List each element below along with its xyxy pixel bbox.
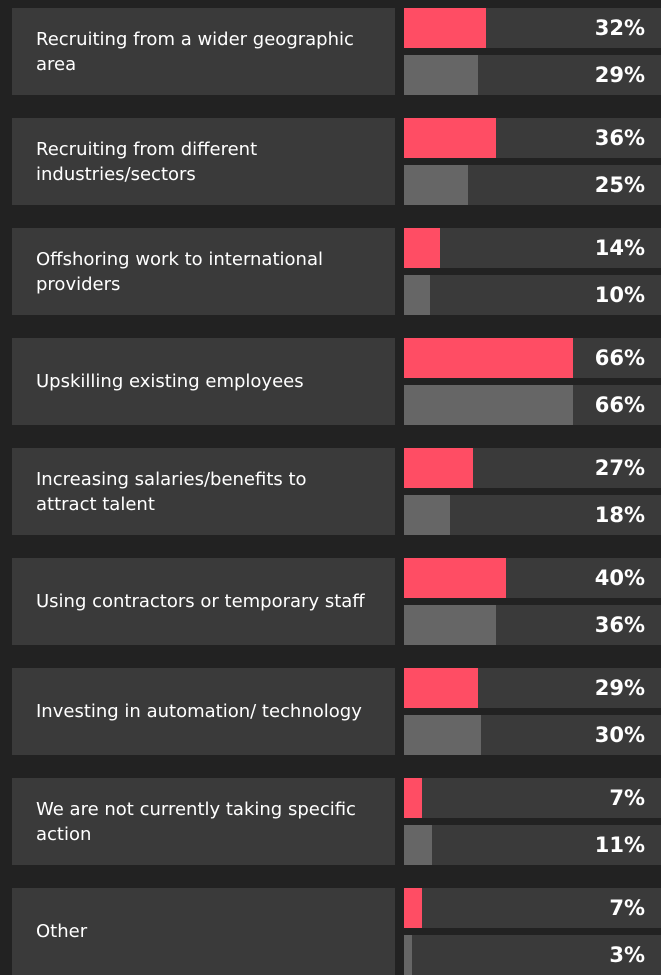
bar bbox=[404, 55, 479, 95]
bar-track bbox=[404, 825, 661, 865]
bar bbox=[404, 935, 412, 975]
bar bbox=[404, 558, 507, 598]
bar-track bbox=[404, 778, 661, 818]
category-label: Recruiting from a wider geographic area bbox=[12, 8, 395, 95]
value-label: 36% bbox=[594, 613, 645, 637]
bar-track bbox=[404, 888, 661, 928]
value-label: 29% bbox=[594, 63, 645, 87]
category-label: Offshoring work to international provide… bbox=[12, 228, 395, 315]
bar-track bbox=[404, 228, 661, 268]
bar bbox=[404, 165, 468, 205]
category-label: Using contractors or temporary staff bbox=[12, 558, 395, 645]
bar bbox=[404, 228, 440, 268]
bar bbox=[404, 385, 573, 425]
category-label: Investing in automation/ technology bbox=[12, 668, 395, 755]
value-label: 14% bbox=[594, 236, 645, 260]
value-label: 10% bbox=[594, 283, 645, 307]
value-label: 18% bbox=[594, 503, 645, 527]
value-label: 25% bbox=[594, 173, 645, 197]
value-label: 3% bbox=[609, 943, 645, 967]
category-label: Recruiting from different industries/sec… bbox=[12, 118, 395, 205]
bar bbox=[404, 668, 479, 708]
category-label: Other bbox=[12, 888, 395, 975]
value-label: 66% bbox=[594, 393, 645, 417]
bar bbox=[404, 715, 481, 755]
value-label: 27% bbox=[594, 456, 645, 480]
bar bbox=[404, 448, 474, 488]
category-label: We are not currently taking specific act… bbox=[12, 778, 395, 865]
bar bbox=[404, 118, 497, 158]
bar-track bbox=[404, 275, 661, 315]
value-label: 11% bbox=[594, 833, 645, 857]
bar bbox=[404, 275, 430, 315]
bar bbox=[404, 888, 422, 928]
bar bbox=[404, 778, 422, 818]
value-label: 29% bbox=[594, 676, 645, 700]
value-label: 32% bbox=[594, 16, 645, 40]
category-label: Increasing salaries/benefits to attract … bbox=[12, 448, 395, 535]
category-label: Upskilling existing employees bbox=[12, 338, 395, 425]
value-label: 66% bbox=[594, 346, 645, 370]
value-label: 36% bbox=[594, 126, 645, 150]
value-label: 7% bbox=[609, 896, 645, 920]
value-label: 7% bbox=[609, 786, 645, 810]
bar bbox=[404, 8, 486, 48]
bar bbox=[404, 338, 573, 378]
value-label: 30% bbox=[594, 723, 645, 747]
bar-track bbox=[404, 935, 661, 975]
value-label: 40% bbox=[594, 566, 645, 590]
bar bbox=[404, 825, 433, 865]
bar bbox=[404, 605, 497, 645]
bar bbox=[404, 495, 451, 535]
